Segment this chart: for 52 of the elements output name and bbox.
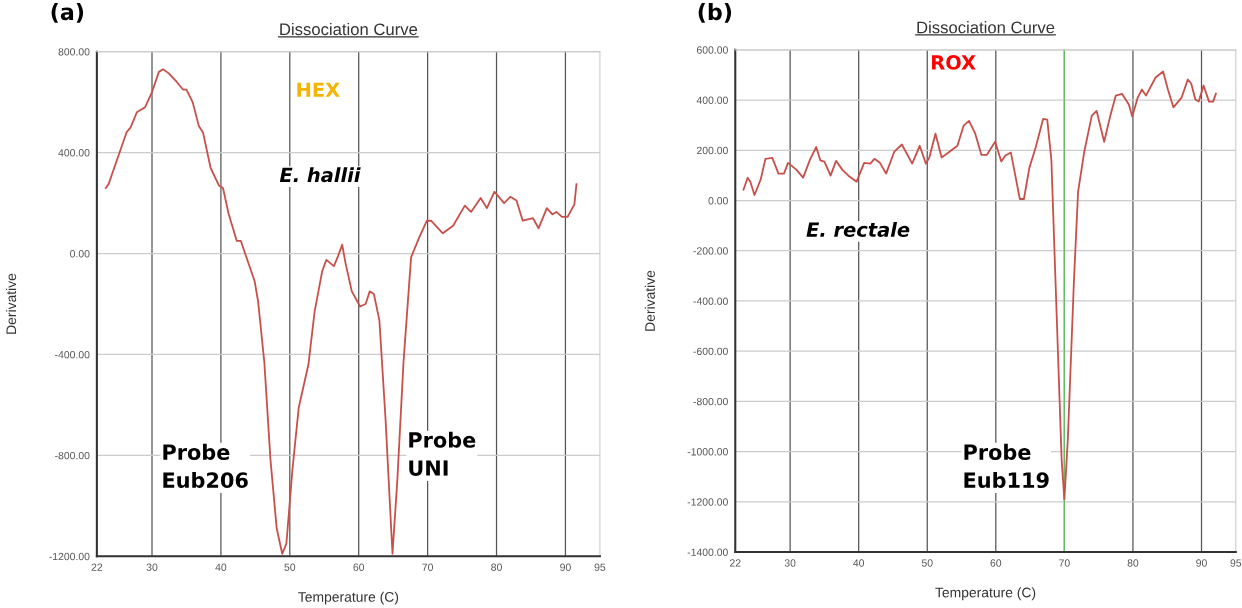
- text: (b): [698, 3, 732, 23]
- x-tick-label: 50: [921, 559, 933, 567]
- x-tick-label: 95: [1230, 559, 1242, 567]
- annotation: ROX: [932, 55, 976, 70]
- y-tick-label: 600.00: [696, 46, 728, 54]
- x-tick-label: 50: [284, 563, 296, 571]
- annotation: E. hallii: [279, 167, 361, 183]
- y-tick-label: -1200.00: [49, 552, 90, 561]
- y-tick-label: 800.00: [58, 48, 90, 56]
- y-tick-label: -1200.00: [687, 498, 728, 506]
- line-series: [104, 68, 578, 555]
- text: (a): [51, 3, 84, 23]
- y-axis-title: Derivative: [644, 270, 655, 331]
- x-tick-label: 60: [353, 563, 365, 571]
- x-tick-label: 22: [91, 563, 103, 571]
- x-tick-label: 80: [491, 563, 502, 571]
- x-axis-title: Temperature (C): [298, 591, 399, 605]
- x-tick-label: 70: [422, 563, 434, 571]
- y-tick-label: 400.00: [696, 96, 728, 104]
- chart-title: Dissociation Curve: [280, 22, 418, 36]
- y-tick-label: -800.00: [693, 397, 728, 406]
- annotation: HEX: [297, 82, 340, 97]
- y-tick-label: -1000.00: [687, 448, 728, 456]
- x-tick-label: 30: [784, 559, 796, 567]
- chart-title: Dissociation Curve: [917, 21, 1055, 34]
- y-tick-label: -400.00: [55, 350, 90, 359]
- y-tick-label: -400.00: [693, 297, 728, 305]
- y-axis-title: Derivative: [5, 273, 17, 334]
- x-tick-label: 30: [146, 563, 158, 571]
- y-tick-label: -200.00: [693, 247, 728, 255]
- x-tick-label: 95: [594, 563, 606, 571]
- line-series: [742, 70, 1217, 501]
- x-tick-label: 90: [1196, 559, 1207, 567]
- y-tick-label: -1400.00: [687, 548, 728, 556]
- y-tick-label: 0.00: [708, 197, 728, 205]
- annotation: Probe UNI: [409, 431, 476, 476]
- y-tick-label: -600.00: [693, 347, 728, 356]
- x-tick-label: 80: [1127, 559, 1139, 567]
- y-tick-label: 0.00: [70, 250, 90, 258]
- annotation: E. rectale: [806, 221, 910, 237]
- x-tick-label: 90: [560, 563, 571, 571]
- y-tick-label: 400.00: [58, 149, 90, 157]
- y-tick-label: 200.00: [696, 146, 728, 155]
- x-tick-label: 40: [215, 563, 227, 571]
- annotation: Probe Eub206: [163, 443, 248, 489]
- x-tick-label: 40: [853, 559, 865, 567]
- x-tick-label: 60: [990, 559, 1002, 567]
- y-tick-label: -800.00: [55, 451, 90, 460]
- x-tick-label: 22: [730, 559, 741, 567]
- x-tick-label: 70: [1059, 559, 1070, 567]
- x-axis-title: Temperature (C): [935, 587, 1036, 601]
- annotation: Probe Eub119: [964, 443, 1049, 489]
